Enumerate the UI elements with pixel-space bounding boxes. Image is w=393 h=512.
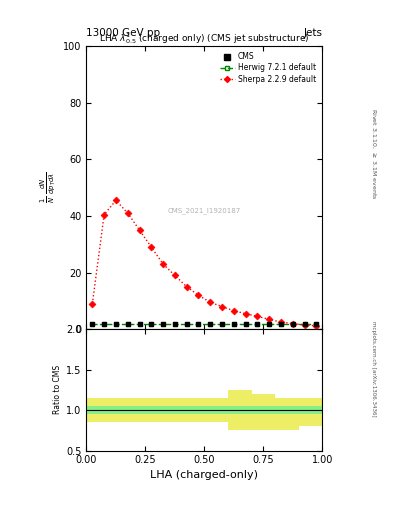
Text: CMS_2021_I1920187: CMS_2021_I1920187 [168,207,241,214]
Text: 13000 GeV pp: 13000 GeV pp [86,28,161,38]
Text: Jets: Jets [303,28,322,38]
X-axis label: LHA (charged-only): LHA (charged-only) [151,470,258,480]
Text: mcplots.cern.ch [arXiv:1306.3436]: mcplots.cern.ch [arXiv:1306.3436] [371,321,376,416]
Y-axis label: Ratio to CMS: Ratio to CMS [53,366,62,414]
Title: LHA $\lambda^1_{0.5}$ (charged only) (CMS jet substructure): LHA $\lambda^1_{0.5}$ (charged only) (CM… [99,31,310,46]
Legend: CMS, Herwig 7.2.1 default, Sherpa 2.2.9 default: CMS, Herwig 7.2.1 default, Sherpa 2.2.9 … [217,50,318,86]
Y-axis label: $\frac{1}{N}$ $\frac{dN}{dp_T d\lambda}$: $\frac{1}{N}$ $\frac{dN}{dp_T d\lambda}$ [38,172,58,203]
Text: Rivet 3.1.10, $\geq$ 3.1M events: Rivet 3.1.10, $\geq$ 3.1M events [369,108,377,199]
